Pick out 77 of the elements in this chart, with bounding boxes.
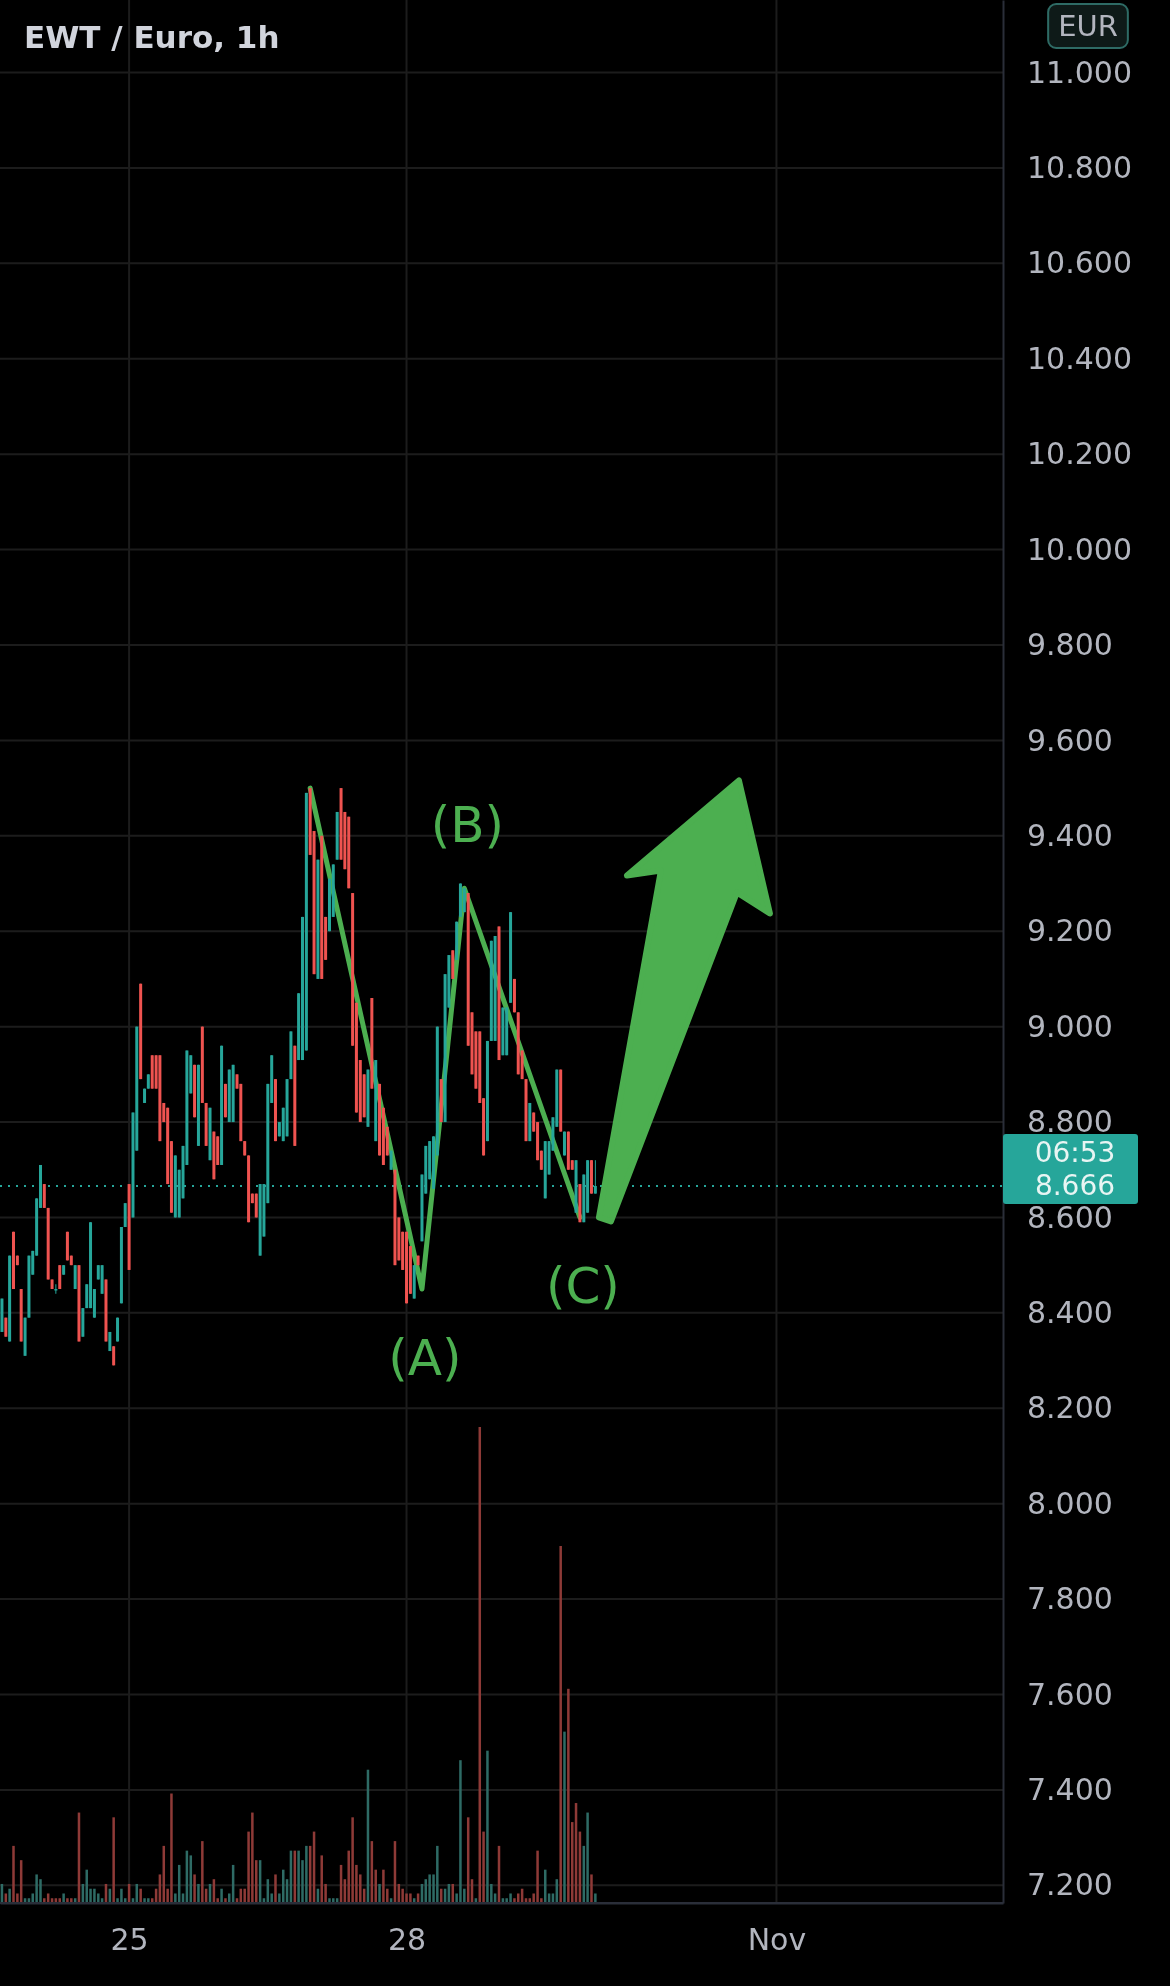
x-tick-label: Nov [747, 1922, 807, 1958]
text: EUR [1058, 9, 1118, 43]
bar [274, 1874, 277, 1903]
bar [8, 1888, 11, 1903]
bar [66, 1898, 69, 1903]
y-tick-label: 7.400 [1027, 1772, 1113, 1808]
y-tick-label: 7.600 [1027, 1676, 1113, 1712]
y-tick-label: 10.200 [1027, 436, 1132, 472]
y-tick-label: 10.400 [1027, 340, 1132, 376]
bar [382, 1869, 385, 1903]
bar [563, 1731, 566, 1903]
y-tick-label: 7.200 [1027, 1867, 1113, 1903]
y-tick-label: 8.600 [1027, 1199, 1113, 1235]
bar [35, 1874, 38, 1903]
y-tick-label: 9.000 [1027, 1008, 1113, 1044]
y-tick-label: 9.800 [1027, 627, 1113, 663]
bar [147, 1898, 150, 1903]
bar [320, 1855, 323, 1903]
bar [536, 1850, 539, 1903]
bar [436, 1845, 439, 1903]
bar [97, 1893, 100, 1903]
annotation: (A) [388, 1328, 462, 1387]
bar [401, 1888, 404, 1903]
bar [486, 1750, 489, 1903]
bar [143, 1898, 146, 1903]
y-tick-label: 9.600 [1027, 722, 1113, 758]
bar [305, 1845, 308, 1903]
y-tick-label: 10.000 [1027, 531, 1132, 567]
text: EWT / Euro, 1h [24, 19, 280, 55]
bar [586, 1812, 589, 1903]
bar [201, 1841, 204, 1903]
y-tick-label: 11.000 [1027, 54, 1132, 90]
bar [405, 1893, 408, 1903]
bar [509, 1893, 512, 1903]
candlestick [42, 1183, 46, 1209]
y-tick-label: 10.600 [1027, 245, 1132, 281]
y-tick-label: 9.200 [1027, 913, 1113, 949]
bar [58, 1898, 61, 1903]
y-tick-label: 10.800 [1027, 150, 1132, 186]
y-tick-label: 8.000 [1027, 1485, 1113, 1521]
bar [567, 1688, 570, 1903]
bar [12, 1845, 15, 1903]
annotation: (B) [430, 795, 504, 854]
bar [193, 1874, 196, 1903]
bar [220, 1888, 223, 1903]
bar [297, 1850, 300, 1903]
bar [93, 1888, 96, 1903]
bar [112, 1817, 115, 1903]
annotation: (C) [545, 1256, 620, 1315]
y-tick-label: 8.200 [1027, 1390, 1113, 1426]
ref-line-label: 8.666 [1034, 1168, 1116, 1202]
bar [282, 1869, 285, 1903]
bar [328, 1898, 331, 1903]
bar [139, 1888, 142, 1903]
bar [62, 1893, 65, 1903]
bar [332, 1898, 335, 1903]
bar [428, 1874, 431, 1903]
bar [224, 1898, 227, 1903]
y-tick-label: 7.800 [1027, 1581, 1113, 1617]
bar [590, 1874, 593, 1903]
x-tick-label: 28 [387, 1922, 427, 1958]
bar [85, 1869, 88, 1903]
bar [170, 1793, 173, 1903]
bar [559, 1546, 562, 1903]
bar [459, 1760, 462, 1903]
bar [120, 1888, 123, 1903]
bar [409, 1893, 412, 1903]
bar [70, 1898, 73, 1903]
candlestick [54, 1283, 58, 1295]
bar [594, 1893, 597, 1903]
bar [378, 1883, 381, 1903]
bar [351, 1817, 354, 1903]
y-tick-label: 8.400 [1027, 1294, 1113, 1330]
y-tick-label: 9.400 [1027, 817, 1113, 853]
bar [197, 1883, 200, 1903]
bar [251, 1812, 254, 1903]
x-tick-label: 25 [110, 1922, 149, 1958]
